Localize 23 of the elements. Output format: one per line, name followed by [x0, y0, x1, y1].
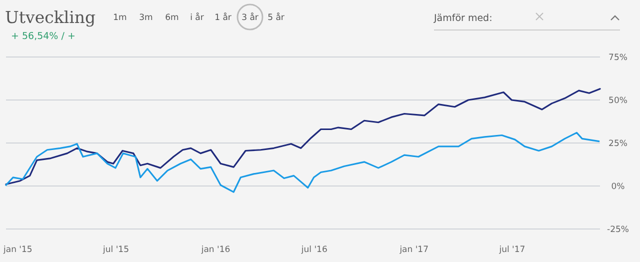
- x-tick-label: jul '16: [300, 245, 328, 255]
- y-tick-label: 0%: [611, 182, 625, 192]
- text: i år: [190, 12, 204, 23]
- x-tick-label: jul '17: [498, 245, 526, 255]
- line-series: [5, 132, 600, 193]
- y-tick-label: 75%: [608, 53, 628, 63]
- y-tick-label: -25%: [607, 225, 629, 235]
- x-tick-label: jan '15: [2, 245, 32, 255]
- text: 5 år: [268, 12, 285, 23]
- y-tick-label: 25%: [608, 139, 628, 149]
- x-tick-label: jan '16: [200, 245, 230, 255]
- chart-subtitle: + 56,54% / +: [11, 31, 76, 42]
- text: 3 år: [242, 12, 259, 23]
- x-tick-label: jan '17: [398, 245, 429, 255]
- y-tick-label: 50%: [608, 96, 628, 106]
- x-tick-label: jul '15: [102, 245, 130, 255]
- text: Jämför med:: [433, 13, 492, 24]
- text: 3m: [139, 13, 153, 23]
- line-series: [5, 88, 601, 186]
- text: 1 år: [214, 12, 232, 23]
- chart-title: Utveckling: [5, 8, 96, 27]
- text: 1m: [113, 13, 127, 23]
- text: 6m: [165, 13, 179, 23]
